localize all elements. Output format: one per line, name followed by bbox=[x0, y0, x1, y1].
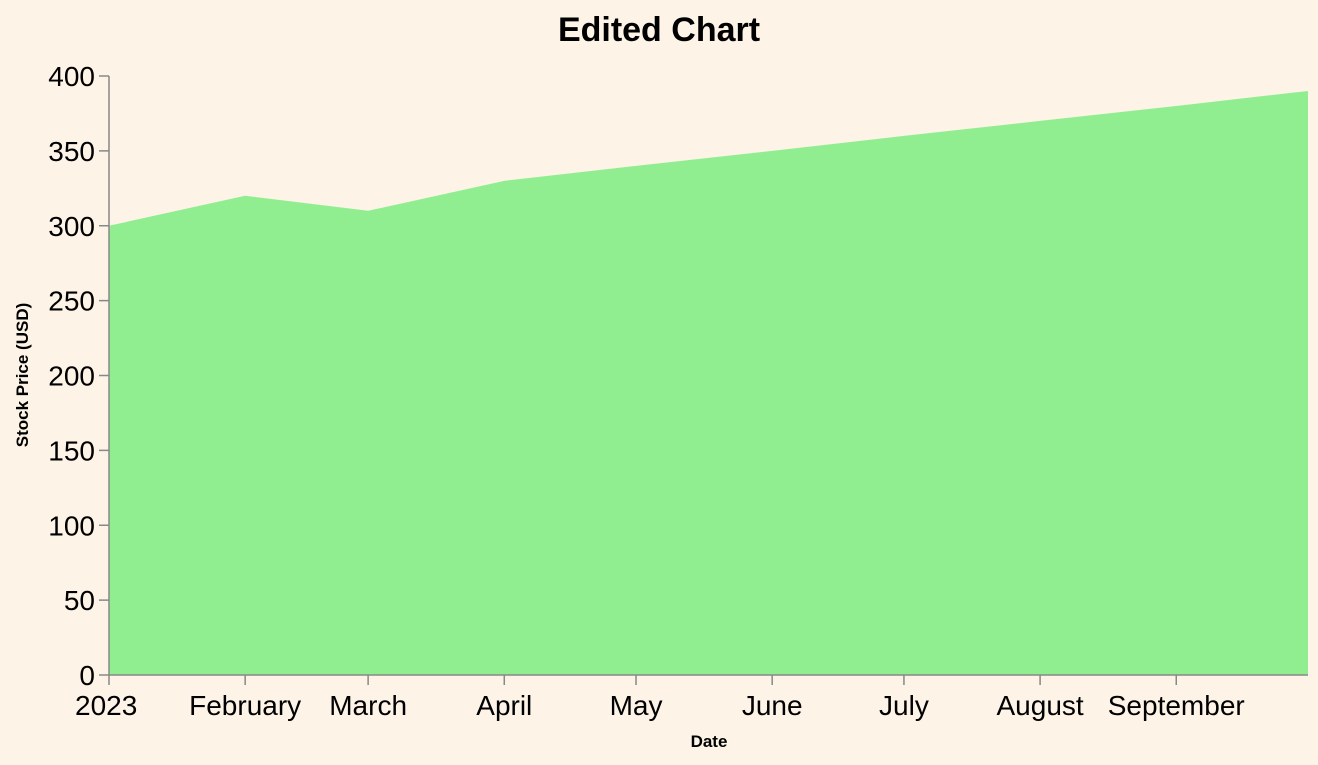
x-tick-label: May bbox=[610, 690, 663, 721]
y-axis: 0 50 100 150 200 250 300 350 400 bbox=[48, 61, 110, 691]
area-layer bbox=[109, 90, 1308, 676]
x-tick-label: September bbox=[1108, 690, 1245, 721]
y-tick-label: 350 bbox=[48, 136, 95, 167]
chart-title: Edited Chart bbox=[558, 11, 760, 49]
y-tick-label: 50 bbox=[64, 585, 95, 616]
y-tick-label: 0 bbox=[79, 660, 95, 691]
x-axis: 2023 February March April May June July August S… bbox=[75, 674, 1308, 721]
y-tick-label: 400 bbox=[48, 61, 95, 92]
x-tick-label: March bbox=[329, 690, 407, 721]
y-tick-label: 200 bbox=[48, 361, 95, 392]
x-tick-label: February bbox=[189, 690, 301, 721]
x-tick-label: August bbox=[997, 690, 1084, 721]
x-axis-title: Date bbox=[691, 732, 728, 751]
area-series bbox=[109, 90, 1308, 676]
y-tick-label: 100 bbox=[48, 510, 95, 541]
x-tick-label: July bbox=[879, 690, 929, 721]
y-axis-title: Stock Price (USD) bbox=[13, 303, 32, 448]
y-tick-label: 150 bbox=[48, 435, 95, 466]
y-tick-label: 300 bbox=[48, 211, 95, 242]
x-tick-label: June bbox=[742, 690, 803, 721]
y-tick-label: 250 bbox=[48, 286, 95, 317]
x-tick-label: 2023 bbox=[75, 690, 137, 721]
x-tick-label: April bbox=[476, 690, 532, 721]
